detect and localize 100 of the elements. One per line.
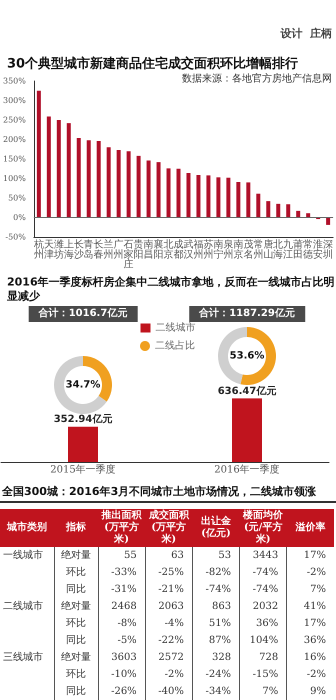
- x-tick-label: 南京: [233, 238, 244, 260]
- text: -4%: [164, 618, 184, 629]
- legend-label: 二线占比: [155, 340, 195, 352]
- category-label: 二线城市: [3, 601, 43, 612]
- bar: [116, 150, 121, 218]
- bar: [286, 204, 290, 218]
- chart-title: 30个典型城市新建商品住宅成交面积环比增幅排行: [7, 56, 298, 72]
- bar: [296, 210, 300, 218]
- y-tick-label: -50%: [5, 232, 26, 242]
- category-label: 绝对量: [61, 652, 91, 663]
- x-tick-label: 2016年一季度: [214, 464, 280, 476]
- text: 16%: [304, 652, 326, 663]
- x-tick-label: 苏州: [203, 238, 214, 260]
- x-tick-label: 潍坊: [52, 238, 64, 260]
- bar: [266, 201, 270, 218]
- x-tick-label: 南昌: [144, 238, 154, 260]
- x-tick-label: 杭州: [32, 238, 44, 260]
- text: -74%: [205, 584, 232, 595]
- text: 51%: [208, 618, 232, 629]
- bar: [166, 168, 171, 218]
- bar: [226, 178, 230, 218]
- x-tick-label: 青岛: [84, 238, 94, 260]
- text: -2%: [306, 669, 326, 680]
- text: 2063: [158, 601, 184, 612]
- text: -74%: [252, 567, 278, 578]
- text: -15%: [252, 669, 278, 680]
- x-tick-label: 茂名: [243, 238, 254, 260]
- x-tick-label: 长春: [94, 238, 104, 260]
- text: -74%: [252, 584, 278, 595]
- text: 17%: [304, 618, 326, 629]
- text: 7%: [310, 584, 326, 595]
- x-tick-label: 成都: [174, 238, 184, 260]
- text: 3443: [252, 550, 278, 561]
- category-label: 溢价率: [286, 509, 334, 547]
- data-label: 636.47亿元: [218, 384, 276, 397]
- text: 863: [212, 601, 232, 612]
- data-label: 34.7%: [66, 380, 100, 390]
- x-tick-label: 南宁: [213, 238, 224, 260]
- bar: [256, 194, 260, 218]
- bar: [236, 182, 240, 218]
- data-label: 53.6%: [230, 350, 264, 362]
- x-tick-label: 常德: [303, 238, 314, 260]
- text: 87%: [208, 635, 232, 646]
- legend-label: 二线城市: [156, 322, 196, 334]
- x-tick-label: 广州: [114, 238, 124, 260]
- y-tick-label: 350%: [2, 76, 26, 86]
- text: -40%: [158, 686, 184, 697]
- bar: [56, 120, 61, 218]
- x-tick-label: 武汉: [183, 238, 194, 260]
- category-label: 环比: [66, 618, 86, 629]
- text: 53: [218, 550, 232, 561]
- text: -2%: [164, 669, 184, 680]
- annotation: 数据来源：各地官方房地产信息网: [182, 72, 332, 84]
- text: 728: [259, 652, 278, 663]
- x-tick-label: 福州: [193, 238, 204, 260]
- category-label: 成交面积(万平方米): [145, 509, 192, 547]
- text: 17%: [304, 550, 326, 561]
- text: -24%: [205, 669, 232, 680]
- x-tick-label: 2015年一季度: [50, 464, 116, 476]
- x-tick-label: 深圳: [322, 238, 334, 260]
- text: 城市类别: [0, 509, 54, 547]
- text: 36%: [304, 635, 326, 646]
- x-tick-label: 上海: [64, 238, 74, 260]
- category-label: 绝对量: [61, 601, 91, 612]
- bar: [76, 138, 81, 218]
- x-tick-label: 长沙: [74, 238, 84, 260]
- category-label: 推出面积(万平方米): [98, 509, 146, 547]
- x-tick-label: 北京: [164, 238, 174, 260]
- x-tick-label: 石家庄: [124, 240, 134, 270]
- text: -2%: [306, 567, 326, 578]
- bar: [206, 175, 210, 218]
- x-tick-label: 兰州: [104, 238, 114, 260]
- bar: [66, 123, 71, 218]
- text: -26%: [111, 686, 137, 697]
- text: 2468: [111, 601, 137, 612]
- text: 41%: [304, 601, 326, 612]
- text: 全国300城：2016年3月不同城市土地市场情况，二线城市领涨: [0, 480, 336, 503]
- x-tick-label: 贵阳: [134, 238, 144, 260]
- x-tick-label: 襄阳: [154, 238, 164, 260]
- bar: [176, 168, 180, 218]
- text: 63: [171, 550, 184, 561]
- text: -31%: [111, 584, 137, 595]
- text: 7%: [262, 686, 278, 697]
- text: 9%: [310, 686, 326, 697]
- bar: [126, 151, 131, 218]
- category-label: 一线城市: [3, 550, 43, 561]
- text: 2572: [158, 652, 184, 663]
- x-tick-label: 淮安: [313, 238, 324, 260]
- bar: [246, 182, 250, 218]
- text: 指标: [54, 509, 98, 547]
- x-tick-label: 北海: [273, 238, 284, 260]
- data-label: 352.94亿元: [54, 413, 112, 426]
- category-label: 环比: [66, 669, 86, 680]
- bar: [96, 141, 101, 218]
- x-tick-label: 唐山: [263, 238, 274, 260]
- category-label: 出让金(亿元): [192, 509, 240, 547]
- text: -5%: [117, 635, 137, 646]
- x-tick-label: 天津: [44, 240, 54, 260]
- category-label: 同比: [66, 635, 86, 646]
- bar: [106, 147, 111, 218]
